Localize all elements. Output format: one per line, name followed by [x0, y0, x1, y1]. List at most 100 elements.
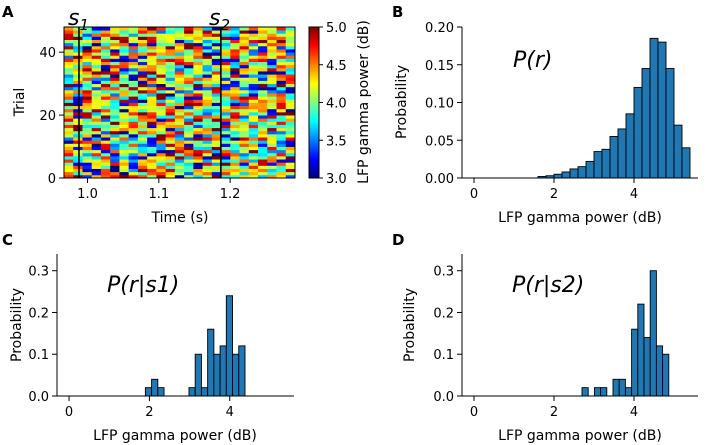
- heatmap-cell: [193, 27, 203, 31]
- heatmap-cell: [258, 89, 268, 94]
- heatmap-cell: [285, 168, 296, 173]
- heatmap-cell: [91, 115, 102, 119]
- heatmap-cell: [91, 89, 102, 94]
- heatmap-cell: [64, 27, 74, 31]
- heatmap-cell: [156, 74, 167, 78]
- x-tick-label: 0: [470, 405, 478, 420]
- heatmap-cell: [119, 118, 130, 122]
- heatmap-cell: [64, 162, 74, 166]
- heatmap-cell: [165, 165, 176, 169]
- heatmap-cell: [184, 30, 194, 34]
- heatmap-cell: [82, 36, 93, 40]
- heatmap-cell: [137, 165, 148, 169]
- heatmap-cell: [165, 45, 176, 50]
- heatmap-cell: [100, 121, 111, 125]
- heatmap-cell: [91, 165, 102, 169]
- heatmap-cell: [82, 162, 93, 166]
- heatmap-cell: [119, 52, 130, 56]
- heatmap-cell: [165, 137, 176, 141]
- heatmap-cell: [267, 27, 277, 31]
- heatmap-cell: [230, 159, 240, 163]
- ylabel-b: Probability: [394, 65, 410, 139]
- heatmap-cell: [174, 36, 185, 40]
- heatmap-cell: [110, 155, 120, 160]
- heatmap-cell: [267, 49, 277, 53]
- heatmap-cell: [248, 52, 259, 56]
- heatmap-cell: [184, 127, 194, 132]
- heatmap-cell: [239, 83, 250, 88]
- heatmap-cell: [165, 67, 176, 72]
- heatmap-cell: [73, 45, 83, 50]
- heatmap-cell: [165, 133, 176, 138]
- heatmap-cell: [128, 124, 139, 129]
- heatmap-cell: [221, 86, 231, 91]
- heatmap-cell: [73, 71, 83, 75]
- heatmap-cell: [119, 74, 130, 78]
- heatmap-cell: [156, 105, 167, 110]
- heatmap-cell: [221, 133, 231, 138]
- heatmap-cell: [156, 152, 167, 157]
- heatmap-cell: [100, 96, 111, 100]
- heatmap-cell: [156, 71, 167, 75]
- heatmap-cell: [137, 140, 148, 144]
- heatmap-cell: [221, 33, 231, 37]
- heatmap-cell: [137, 74, 148, 78]
- heatmap-cell: [128, 155, 139, 160]
- heatmap-cell: [276, 140, 287, 144]
- heatmap-cell: [285, 67, 296, 72]
- heatmap-cell: [276, 33, 287, 37]
- heatmap-cell: [230, 89, 240, 94]
- heatmap-cell: [147, 30, 157, 34]
- histogram-bar: [593, 151, 603, 179]
- axes-b: [461, 27, 698, 179]
- heatmap-cell: [119, 149, 130, 154]
- heatmap-cell: [64, 152, 74, 157]
- colorbar-tick-label: 4.5: [326, 59, 347, 74]
- heatmap-cell: [211, 140, 222, 144]
- x-tick-label: 2: [550, 187, 558, 202]
- heatmap-cell: [174, 149, 185, 154]
- heatmap-cell: [156, 108, 167, 113]
- histogram-bar: [561, 171, 571, 179]
- heatmap-cell: [137, 52, 148, 56]
- heatmap-cell: [165, 171, 176, 176]
- heatmap-cell: [147, 155, 157, 160]
- heatmap-cell: [100, 39, 111, 44]
- heatmap-cell: [230, 96, 240, 100]
- heatmap-cell: [100, 67, 111, 72]
- heatmap-cell: [73, 130, 83, 135]
- heatmap-cell: [64, 80, 74, 85]
- heatmap-cell: [230, 111, 240, 116]
- y-tick-label: 40: [39, 46, 56, 61]
- heatmap-cell: [193, 108, 203, 113]
- heatmap-cell: [267, 108, 277, 113]
- heatmap-cell: [211, 162, 222, 166]
- heatmap-cell: [119, 168, 130, 173]
- heatmap-cell: [73, 140, 83, 144]
- heatmap-cell: [128, 99, 139, 103]
- heatmap-cell: [258, 127, 268, 132]
- heatmap-cell: [276, 27, 287, 31]
- heatmap-frame: [63, 26, 296, 179]
- heatmap-cell: [64, 89, 74, 94]
- heatmap-cell: [276, 115, 287, 119]
- heatmap-cell: [137, 67, 148, 72]
- heatmap-cell: [110, 83, 120, 88]
- heatmap-cell: [91, 152, 102, 157]
- histogram-bar: [144, 387, 153, 397]
- heatmap-cell: [184, 99, 194, 103]
- heatmap-cell: [82, 64, 93, 69]
- heatmap-cell: [285, 159, 296, 163]
- heatmap-cell: [147, 174, 157, 179]
- heatmap-cell: [91, 111, 102, 116]
- colorbar-ticks: 3.0 3.5 4.0 4.5 5.0: [319, 21, 347, 187]
- heatmap-cell: [73, 83, 83, 88]
- heatmap-cell: [267, 146, 277, 151]
- heatmap-cell: [221, 83, 231, 88]
- heatmap-cell: [230, 174, 240, 179]
- heatmap-cell: [248, 64, 259, 69]
- heatmap-cell: [128, 86, 139, 91]
- heatmap-cell: [91, 93, 102, 97]
- heatmap-cell: [156, 149, 167, 154]
